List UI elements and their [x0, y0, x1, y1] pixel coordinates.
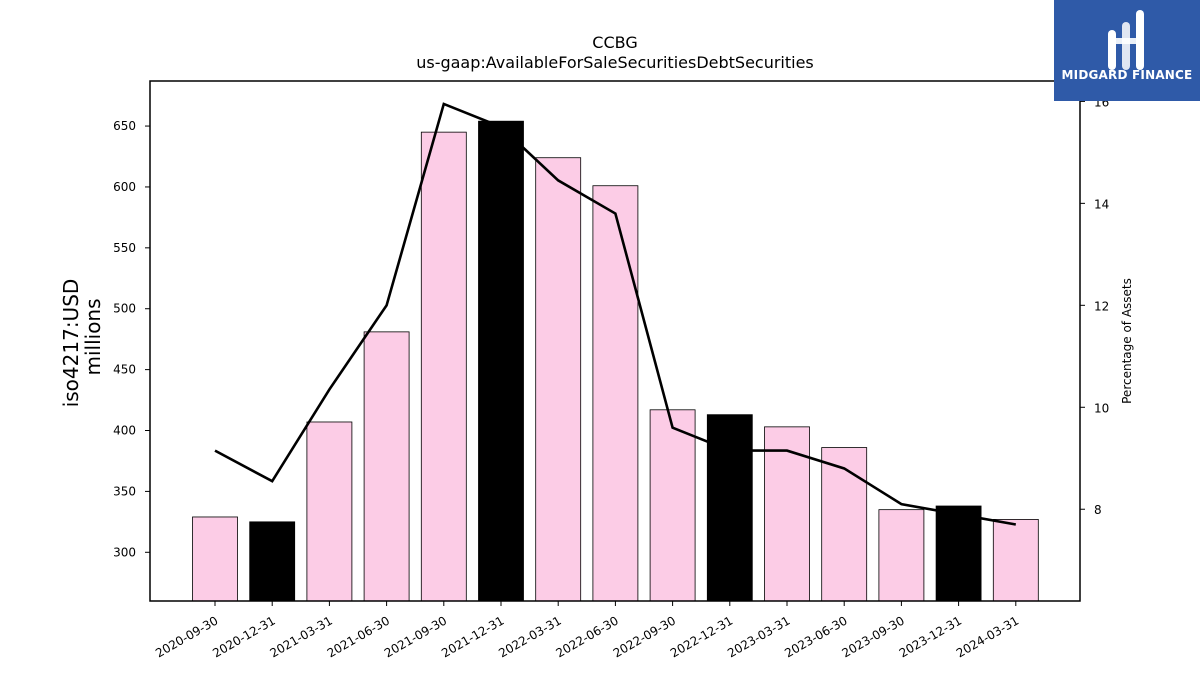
y-right-tick-label: 12 — [1094, 299, 1109, 313]
x-tick-label: 2021-12-31 — [439, 613, 506, 660]
y-left-tick-label: 450 — [113, 363, 136, 377]
bar-2023-06-30 — [821, 447, 868, 602]
bar-2022-12-31 — [706, 414, 753, 602]
x-tick-label: 2021-03-31 — [267, 613, 334, 660]
y-axis-left-label-line1: iso4217:USD — [59, 279, 83, 408]
line-group — [214, 102, 1017, 526]
bar-2023-12-31 — [935, 505, 982, 602]
midgard-finance-logo-icon — [1108, 10, 1144, 70]
x-tick-label: 2021-09-30 — [382, 613, 449, 660]
bar-2022-09-30 — [649, 409, 696, 602]
y-left-tick-label: 350 — [113, 484, 136, 498]
bar-2021-03-31 — [306, 421, 353, 602]
bars-group — [192, 120, 1039, 602]
x-tick-label: 2023-06-30 — [782, 613, 849, 660]
y-axis-left-label-line2: millions — [81, 298, 105, 375]
bar-2020-12-31 — [249, 521, 296, 602]
y-left-tick-label: 400 — [113, 424, 136, 438]
x-tick-label: 2023-03-31 — [725, 613, 792, 660]
x-tick-label: 2022-06-30 — [553, 613, 620, 660]
x-tick-label: 2020-12-31 — [210, 613, 277, 660]
bar-2021-12-31 — [478, 120, 524, 602]
y-left-tick-label: 650 — [113, 119, 136, 133]
x-tick-label: 2024-03-31 — [954, 613, 1021, 660]
y-left-tick-label: 550 — [113, 241, 136, 255]
y-right-tick-label: 10 — [1094, 401, 1109, 415]
chart-subtitle: us-gaap:AvailableForSaleSecuritiesDebtSe… — [416, 53, 814, 72]
y-axis-right-label: Percentage of Assets — [1120, 278, 1134, 404]
y-right-tick-label: 8 — [1094, 503, 1102, 517]
y-axis-left: 300 350 400 450 500 550 600 650 — [113, 119, 150, 559]
logo-text: MIDGARD FINANCE — [1061, 68, 1193, 82]
bar-2021-06-30 — [363, 331, 410, 602]
chart-title: CCBG — [592, 33, 637, 52]
series-line-percentage-of-assets — [214, 102, 1017, 526]
x-tick-label: 2022-12-31 — [668, 613, 735, 660]
bar-2022-06-30 — [592, 185, 639, 602]
midgard-finance-logo: MIDGARD FINANCE — [1054, 0, 1200, 101]
y-left-tick-label: 300 — [113, 545, 136, 559]
x-tick-label: 2022-03-31 — [496, 613, 563, 660]
bar-2023-03-31 — [764, 426, 810, 602]
bar-2023-09-30 — [878, 509, 925, 602]
bar-2022-03-31 — [535, 157, 582, 602]
bar-2021-09-30 — [420, 131, 467, 602]
x-tick-label: 2021-06-30 — [325, 613, 392, 660]
bar-2020-09-30 — [192, 516, 238, 602]
x-tick-label: 2022-09-30 — [611, 613, 678, 660]
y-left-tick-label: 600 — [113, 180, 136, 194]
x-tick-label: 2020-09-30 — [153, 613, 220, 660]
x-tick-label: 2023-09-30 — [839, 613, 906, 660]
x-tick-label: 2023-12-31 — [897, 613, 964, 660]
x-axis: 2020-09-302020-12-312021-03-312021-06-30… — [153, 601, 1021, 660]
bar-2024-03-31 — [992, 519, 1039, 602]
y-right-tick-label: 14 — [1094, 197, 1109, 211]
y-left-tick-label: 500 — [113, 302, 136, 316]
